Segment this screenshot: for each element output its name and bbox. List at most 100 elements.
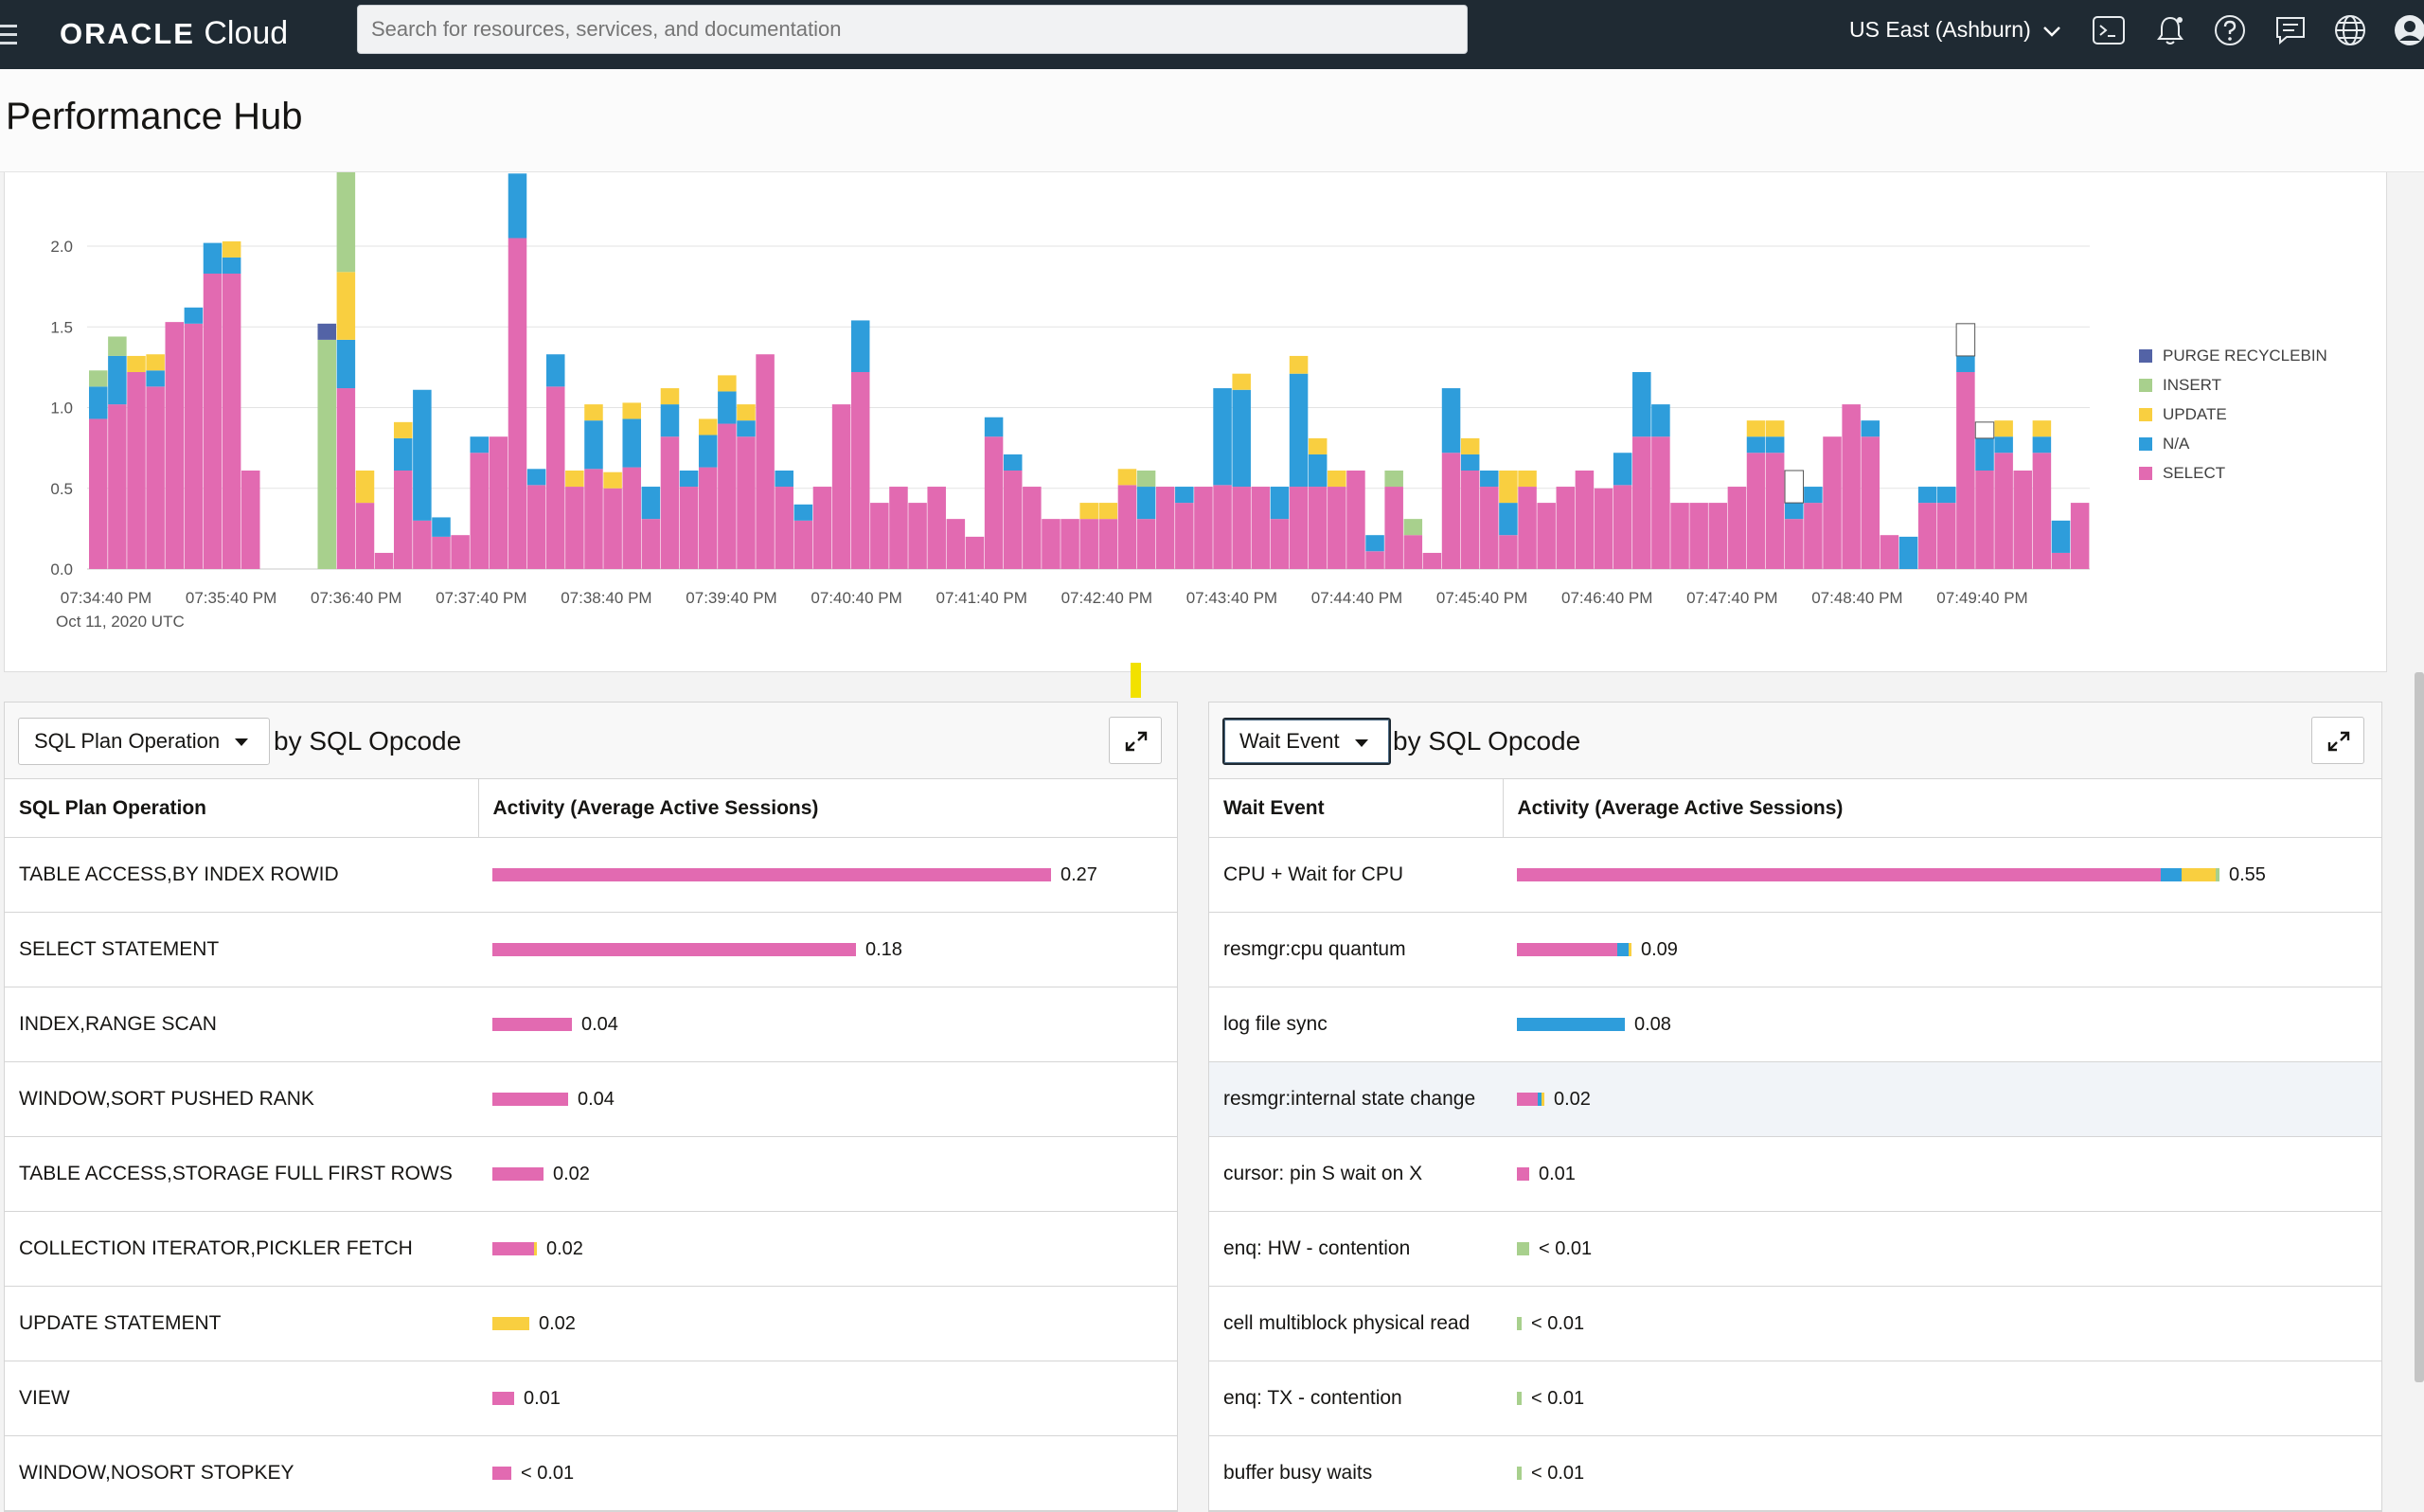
bar-segment-select[interactable] [1823,436,1842,569]
bar-segment-select[interactable] [1956,371,1975,569]
bar-segment-select[interactable] [1499,535,1518,569]
bar-segment-select[interactable] [1175,503,1194,569]
column-header[interactable]: Wait Event [1209,779,1503,838]
bar-segment-update[interactable] [1746,420,1766,437]
bar-segment-select[interactable] [946,519,966,569]
bar-segment-na[interactable] [1917,487,1937,504]
bar-segment-update[interactable] [222,240,241,258]
activity-bar[interactable] [1517,868,2219,881]
vertical-scrollbar[interactable] [2415,672,2424,1382]
bar-segment-select[interactable] [545,386,565,569]
bar-segment-na[interactable] [1746,436,1766,454]
bar-segment-na[interactable] [1861,420,1880,437]
bar-segment-select[interactable] [2013,471,2033,569]
activity-bar[interactable] [1517,1242,1529,1255]
table-row[interactable]: log file sync 0.08 [1209,987,2381,1062]
bar-segment-na[interactable] [1765,436,1785,454]
bar-segment-update[interactable] [1098,503,1118,520]
bar-segment-select[interactable] [1785,519,1804,569]
dimension-select-dropdown[interactable]: SQL Plan Operation [18,718,271,765]
bar-segment-select[interactable] [1365,551,1384,569]
search-input[interactable] [357,5,1468,54]
bar-segment-select[interactable] [393,471,413,569]
bar-segment-other[interactable] [1955,323,1976,357]
table-row[interactable]: resmgr:internal state change 0.02 [1209,1061,2381,1137]
bar-segment-select[interactable] [1594,488,1613,569]
bar-segment-select[interactable] [831,404,851,569]
bar-segment-select[interactable] [1346,471,1365,569]
bar-segment-update[interactable] [1079,503,1098,520]
bar-segment-update[interactable] [1117,469,1137,486]
bar-segment-na[interactable] [108,355,127,405]
bar-segment-select[interactable] [1994,453,2013,569]
bar-segment-select[interactable] [870,503,889,569]
bar-segment-na[interactable] [698,435,718,468]
bar-segment-update[interactable] [1232,373,1251,390]
bar-segment-select[interactable] [1689,503,1708,569]
bar-segment-na[interactable] [1289,373,1309,488]
bar-segment-select[interactable] [565,487,584,569]
bar-segment-na[interactable] [1937,487,1956,504]
bar-segment-select[interactable] [984,436,1004,569]
bar-segment-select[interactable] [889,487,908,569]
help-icon[interactable] [2213,13,2247,47]
bar-segment-update[interactable] [737,404,756,421]
table-row[interactable]: VIEW 0.01 [5,1361,1177,1436]
bar-segment-select[interactable] [203,273,223,569]
bar-segment-select[interactable] [660,436,680,569]
bar-segment-na[interactable] [641,487,661,520]
bar-segment-select[interactable] [679,487,699,569]
bar-segment-select[interactable] [1632,436,1651,569]
bar-segment-select[interactable] [374,552,394,569]
bar-segment-select[interactable] [812,487,832,569]
bar-segment-na[interactable] [1232,389,1251,488]
table-row[interactable]: SELECT STATEMENT 0.18 [5,912,1177,987]
bar-segment-select[interactable] [1917,503,1937,569]
feedback-chat-icon[interactable] [2273,13,2308,47]
menu-icon[interactable] [0,19,19,47]
bar-segment-select[interactable] [1098,519,1118,569]
bar-segment-insert[interactable] [108,336,127,356]
table-row[interactable]: UPDATE STATEMENT 0.02 [5,1286,1177,1361]
bar-segment-na[interactable] [984,417,1004,437]
activity-bar[interactable] [492,1317,529,1330]
bar-segment-select[interactable] [451,535,470,569]
bar-segment-na[interactable] [1804,487,1823,504]
bar-segment-select[interactable] [775,487,793,569]
bar-segment-select[interactable] [1670,503,1689,569]
bar-segment-select[interactable] [489,436,508,569]
bar-segment-na[interactable] [545,354,565,387]
bar-segment-select[interactable] [1537,503,1556,569]
bar-segment-other[interactable] [1974,421,1995,439]
activity-bar[interactable] [1517,1093,1544,1106]
column-header[interactable]: Activity (Average Active Sessions) [1502,779,2381,838]
table-row[interactable]: cursor: pin S wait on X 0.01 [1209,1136,2381,1212]
bar-segment-select[interactable] [850,371,870,569]
bar-segment-na[interactable] [679,471,699,488]
bar-segment-select[interactable] [793,520,813,569]
bar-segment-select[interactable] [222,273,241,569]
bar-segment-update[interactable] [1328,471,1346,488]
bar-segment-na[interactable] [1898,536,1918,569]
bar-segment-select[interactable] [355,503,375,569]
bar-segment-na[interactable] [336,339,356,389]
bar-segment-select[interactable] [1975,471,1994,569]
bar-segment-na[interactable] [1308,454,1328,488]
bar-segment-select[interactable] [1270,519,1290,569]
dimension-select-dropdown[interactable]: Wait Event [1222,718,1391,765]
bar-segment-select[interactable] [1937,503,1956,569]
table-row[interactable]: buffer busy waits < 0.01 [1209,1435,2381,1511]
bar-segment-na[interactable] [1460,454,1480,471]
bar-segment-select[interactable] [1289,487,1309,569]
table-row[interactable]: COLLECTION ITERATOR,PICKLER FETCH 0.02 [5,1211,1177,1287]
bar-segment-na[interactable] [718,391,737,424]
bar-segment-select[interactable] [2070,503,2090,569]
bar-segment-select[interactable] [1727,487,1747,569]
bar-segment-select[interactable] [108,404,127,569]
bar-segment-update[interactable] [565,471,584,488]
expand-button[interactable] [1109,717,1162,764]
bar-segment-na[interactable] [793,504,813,521]
bar-segment-update[interactable] [1994,420,2013,437]
legend-item-insert[interactable]: INSERT [2139,370,2327,400]
bar-segment-select[interactable] [1518,487,1537,569]
